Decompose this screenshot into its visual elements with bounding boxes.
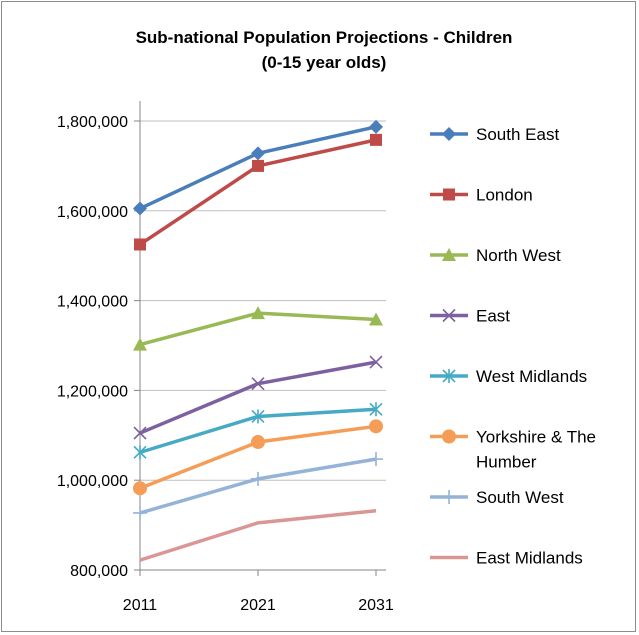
- data-point: [369, 402, 383, 417]
- data-point: [251, 377, 265, 391]
- legend-item-yorkshire-the-humber: Yorkshire & The Humber: [430, 428, 596, 472]
- data-point: [369, 312, 383, 326]
- series-london: [134, 133, 382, 251]
- y-tick-label: 800,000: [70, 563, 128, 580]
- legend-marker: [442, 369, 456, 383]
- legend-marker: [442, 490, 456, 504]
- legend-label: South West: [476, 488, 564, 507]
- series-south-west: [133, 452, 383, 520]
- legend-marker: [442, 429, 456, 444]
- data-point: [369, 119, 383, 134]
- data-point: [134, 238, 146, 251]
- legend-marker: [443, 188, 455, 201]
- legend-label: East: [476, 307, 510, 326]
- series-west-midlands: [133, 402, 383, 460]
- legend-marker: [442, 127, 456, 141]
- series-line: [139, 508, 377, 562]
- data-point: [369, 452, 383, 467]
- data-point: [251, 146, 265, 161]
- y-tick-label: 1,400,000: [57, 294, 128, 311]
- x-tick-label: 2031: [358, 597, 394, 614]
- legend-label: East Midlands: [476, 549, 583, 568]
- legend-item-south-east: South East: [430, 125, 559, 144]
- y-tick-label: 1,800,000: [57, 114, 128, 131]
- legend-label: Yorkshire & The: [476, 428, 596, 447]
- data-point: [369, 419, 383, 434]
- legend-label: South East: [476, 125, 559, 144]
- data-point: [370, 133, 382, 146]
- data-point: [251, 306, 265, 320]
- data-point: [133, 445, 147, 460]
- series-north-west: [133, 306, 383, 351]
- chart-title: Sub-national Population Projections - Ch…: [136, 28, 513, 47]
- legend-item-south-west: South West: [430, 488, 564, 507]
- data-point: [133, 505, 147, 520]
- data-point: [133, 337, 147, 351]
- legend-item-east-midlands: East Midlands: [430, 549, 583, 568]
- series-east: [133, 355, 383, 440]
- data-point: [133, 426, 147, 440]
- legend-item-west-midlands: West Midlands: [430, 367, 587, 386]
- series-south-east: [133, 119, 383, 216]
- x-tick-label: 2021: [240, 597, 276, 614]
- y-tick-label: 1,000,000: [57, 473, 128, 490]
- legend-item-london: London: [430, 186, 533, 205]
- legend-item-east: East: [430, 307, 510, 326]
- legend-label: Humber: [476, 453, 537, 472]
- legend-marker: [442, 308, 456, 323]
- legend-label: London: [476, 186, 533, 205]
- x-tick-label: 2011: [123, 597, 158, 614]
- y-tick-label: 1,600,000: [57, 204, 128, 221]
- axes: 800,000 1,000,000 1,200,000 1,400,000 1,600,…: [57, 101, 394, 614]
- legend-marker: [442, 248, 456, 261]
- y-tick-label: 1,200,000: [57, 383, 128, 400]
- series-group: [133, 119, 383, 562]
- series-line: [139, 457, 377, 515]
- data-point: [133, 201, 147, 216]
- chart-subtitle: (0-15 year olds): [262, 53, 387, 72]
- data-point: [369, 355, 383, 369]
- data-point: [252, 159, 264, 172]
- data-point: [251, 471, 265, 486]
- legend-item-north-west: North West: [430, 246, 561, 265]
- data-point: [251, 409, 265, 424]
- series-yorkshire-the-humber: [133, 419, 383, 496]
- series-east-midlands: [139, 508, 377, 562]
- data-point: [251, 435, 265, 450]
- legend-label: North West: [476, 246, 561, 265]
- legend: South East London North West East West Midla…: [430, 125, 596, 568]
- data-point: [133, 481, 147, 496]
- gridlines: [140, 120, 386, 481]
- legend-label: West Midlands: [476, 367, 587, 386]
